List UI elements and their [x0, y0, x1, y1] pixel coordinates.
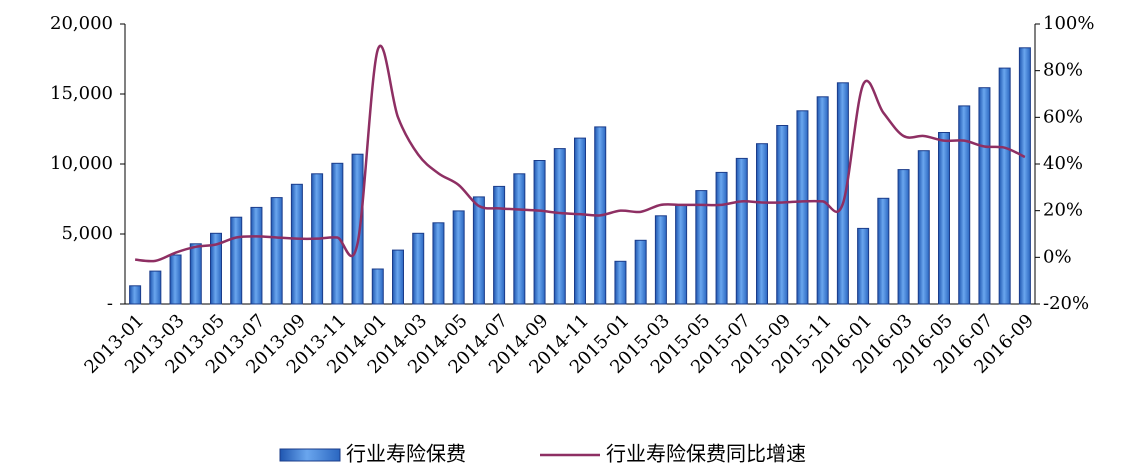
y-tick-label: 5,000	[61, 223, 113, 244]
bar	[857, 227, 870, 305]
bar	[877, 197, 890, 305]
y2-tick-label: 100%	[1043, 13, 1094, 34]
bar	[290, 183, 303, 305]
bar	[836, 82, 849, 305]
bar	[432, 222, 445, 305]
bar	[149, 270, 162, 305]
bar	[371, 268, 384, 305]
y2-tick-label: 40%	[1043, 153, 1083, 174]
y2-tick-label: 80%	[1043, 60, 1083, 81]
bar	[675, 204, 688, 305]
legend-label: 行业寿险保费	[346, 442, 466, 466]
legend-label: 行业寿险保费同比增速	[606, 442, 806, 466]
y-tick-label: 20,000	[50, 13, 113, 34]
y2-tick-label: -20%	[1043, 293, 1089, 314]
bar	[129, 285, 142, 305]
legend-swatch	[279, 448, 341, 462]
bar	[351, 153, 364, 305]
bar	[412, 232, 425, 305]
y2-tick-label: 60%	[1043, 106, 1083, 127]
bar	[270, 197, 283, 305]
bar	[250, 206, 263, 305]
bar	[574, 137, 586, 305]
bar	[452, 210, 465, 305]
bar	[897, 169, 910, 305]
y-tick-label: 15,000	[50, 83, 113, 104]
bar	[917, 150, 930, 305]
bar	[553, 148, 566, 305]
bar	[654, 215, 667, 305]
bar	[513, 173, 526, 305]
bar	[796, 110, 809, 305]
bar	[189, 243, 202, 305]
bar	[958, 105, 971, 305]
bar	[715, 171, 728, 305]
bar	[978, 87, 991, 305]
bar	[1018, 47, 1031, 305]
bar	[938, 132, 950, 305]
bar	[331, 162, 344, 305]
y-tick-label: 10,000	[50, 153, 113, 174]
y2-tick-label: 0%	[1043, 246, 1072, 267]
bar	[735, 157, 748, 305]
bar	[998, 67, 1011, 305]
bar	[756, 143, 768, 305]
y-tick-label: -	[107, 293, 113, 314]
bar	[210, 232, 222, 305]
bar	[230, 216, 243, 305]
y2-tick-label: 20%	[1043, 200, 1083, 221]
bar	[472, 196, 485, 305]
bar	[614, 260, 627, 305]
bar	[695, 190, 708, 305]
bar	[169, 254, 182, 305]
bar	[533, 160, 546, 305]
bar	[634, 239, 647, 305]
bar	[392, 249, 404, 305]
bar	[776, 125, 789, 305]
bar	[493, 185, 506, 305]
line	[134, 44, 1026, 263]
